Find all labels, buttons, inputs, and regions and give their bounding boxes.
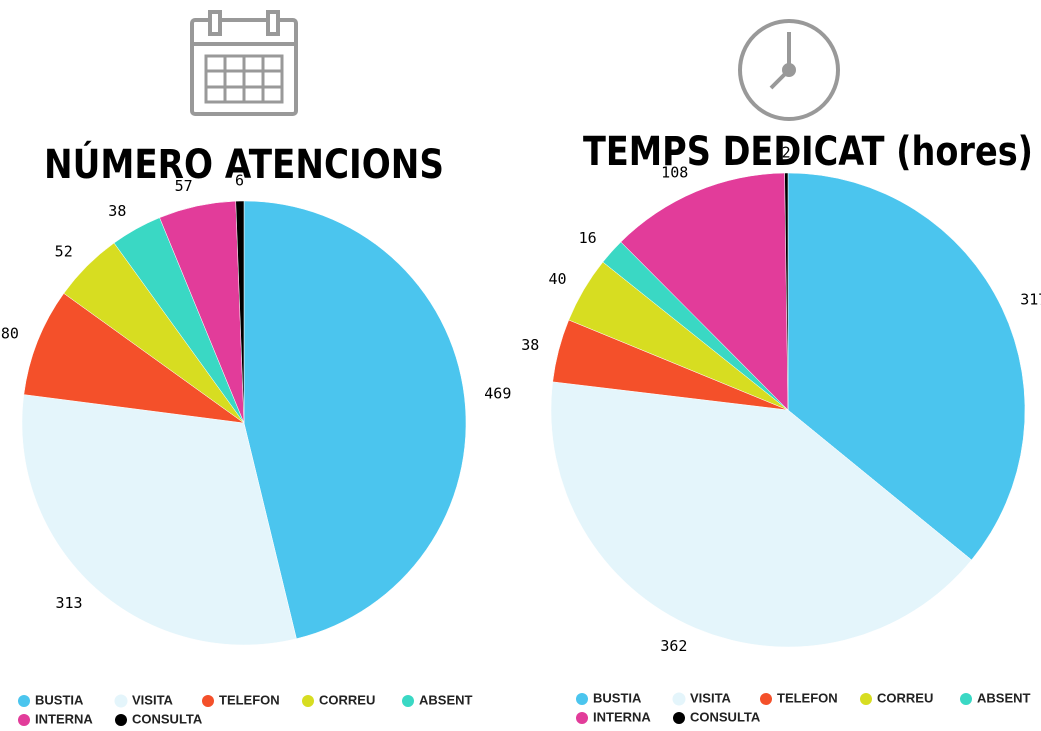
legend-swatch (860, 693, 872, 705)
legend-swatch (18, 695, 30, 707)
legend-label: INTERNA (35, 711, 93, 726)
legend-label: CONSULTA (690, 709, 761, 724)
clock-icon (738, 19, 840, 121)
data-label: 38 (108, 202, 126, 220)
pie-slice (784, 172, 789, 411)
data-label: 469 (484, 385, 511, 403)
pie-slice (620, 172, 789, 411)
legend-label: TELEFON (777, 690, 838, 705)
legend-swatch (202, 695, 214, 707)
legend-label: ABSENT (419, 692, 473, 707)
pie-slice (23, 292, 245, 424)
legend-swatch (673, 712, 685, 724)
calendar-icon (190, 10, 298, 116)
chart-title: NÚMERO ATENCIONS (44, 140, 444, 188)
legend-label: TELEFON (219, 692, 280, 707)
data-label: 52 (55, 243, 73, 261)
pie-slice (235, 200, 245, 424)
data-label: 362 (660, 637, 687, 655)
data-label: 80 (1, 325, 19, 343)
legend-label: INTERNA (593, 709, 651, 724)
data-label: 2 (782, 144, 791, 162)
legend-label: VISITA (690, 690, 732, 705)
legend-swatch (960, 693, 972, 705)
legend-label: CORREU (319, 692, 375, 707)
data-label: 38 (521, 336, 539, 354)
legend-swatch (672, 692, 686, 706)
data-label: 108 (661, 164, 688, 182)
legend-swatch (114, 694, 128, 708)
legend-swatch (402, 695, 414, 707)
legend-swatch (18, 714, 30, 726)
legend-label: VISITA (132, 692, 174, 707)
legend-label: CONSULTA (132, 711, 203, 726)
legend-label: BUSTIA (593, 690, 642, 705)
legend-swatch (576, 712, 588, 724)
data-label: 317 (1020, 290, 1041, 308)
legend-swatch (760, 693, 772, 705)
legend-swatch (115, 714, 127, 726)
data-label: 313 (55, 594, 82, 612)
legend-label: CORREU (877, 690, 933, 705)
data-label: 40 (548, 270, 566, 288)
pie-slice (21, 394, 297, 646)
data-label: 6 (235, 172, 244, 190)
legend-label: BUSTIA (35, 692, 84, 707)
pie-slice (550, 381, 972, 648)
legend-swatch (576, 693, 588, 705)
pie-slice (243, 200, 467, 640)
data-label: 57 (175, 177, 193, 195)
pie-slice (787, 172, 1026, 561)
chart-title: TEMPS DEDICAT (hores) (583, 129, 1033, 175)
legend-swatch (302, 695, 314, 707)
data-label: 16 (579, 229, 597, 247)
legend-label: ABSENT (977, 690, 1031, 705)
